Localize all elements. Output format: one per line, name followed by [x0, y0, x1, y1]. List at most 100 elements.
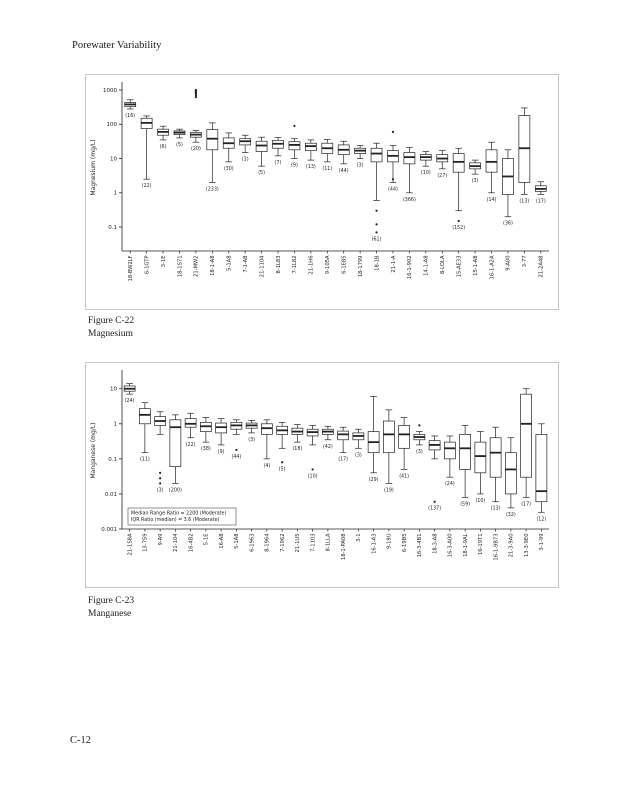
sample-count-label: (11) — [140, 457, 150, 463]
svg-text:0.01: 0.01 — [105, 492, 117, 498]
sample-count-label: (10) — [308, 473, 318, 479]
svg-text:18-1B: 18-1B — [374, 255, 380, 271]
box-plot-item: (59) — [459, 425, 471, 507]
box-plot-item: (17) — [520, 388, 532, 507]
sample-count-label: (42) — [323, 444, 333, 450]
sample-count-label: (24) — [445, 481, 455, 487]
svg-text:1: 1 — [114, 422, 118, 428]
svg-text:10: 10 — [110, 387, 117, 393]
svg-text:1: 1 — [114, 191, 118, 197]
svg-text:IQR Ratio (median) = 3.6 (Mode: IQR Ratio (median) = 3.6 (Moderate) — [131, 517, 220, 523]
sample-count-label: (32) — [506, 512, 516, 518]
page-number: C-12 — [70, 735, 91, 746]
sample-count-label: (41) — [399, 473, 409, 479]
sample-count-label: (13) — [491, 506, 501, 512]
box-plot-item: (3) — [469, 159, 481, 184]
x-axis-ticks: 18-BW2LF 6-1GTP 3-1E 18-1S71 21-MW2 18-1-A8 5-… — [128, 251, 545, 281]
outlier-point — [375, 209, 378, 212]
outlier-point — [235, 448, 238, 452]
svg-text:18-1-9AL: 18-1-9AL — [463, 533, 469, 556]
sample-count-label: (22) — [142, 183, 152, 189]
svg-text:100: 100 — [107, 122, 118, 128]
y-axis-ticks: 0.1 1 10 100 1000 — [103, 88, 122, 231]
sample-count-label: (11) — [322, 166, 332, 172]
sample-count-label: (5) — [279, 466, 286, 472]
box-plot-item: (233) — [206, 122, 219, 192]
svg-text:16-3-A00: 16-3-A00 — [448, 534, 454, 558]
outlier-point — [375, 223, 378, 226]
svg-text:15-AE33: 15-AE33 — [456, 256, 462, 278]
sample-count-label: (3) — [157, 487, 164, 493]
figure-c23-caption-title: Manganese — [88, 609, 132, 619]
box-plot-item: (16) — [124, 99, 137, 119]
svg-text:3-1: 3-1 — [356, 534, 362, 542]
box-plot-item: (3) — [154, 411, 166, 493]
svg-text:9-A00: 9-A00 — [506, 256, 512, 271]
outlier-point — [194, 88, 198, 92]
sample-count-label: (9) — [291, 163, 298, 169]
box-plot-item: (366) — [403, 147, 416, 203]
sample-count-label: (3) — [416, 449, 423, 455]
svg-text:18-BW2LF: 18-BW2LF — [128, 255, 134, 281]
box-plot-item: (22) — [140, 115, 153, 189]
sample-count-label: (200) — [169, 487, 182, 493]
svg-text:16-3-4B1: 16-3-4B1 — [417, 534, 423, 558]
svg-text:7-1962: 7-1962 — [280, 534, 286, 552]
svg-text:21-2A48: 21-2A48 — [539, 256, 545, 278]
sample-count-label: (44) — [339, 168, 349, 174]
sample-count-label: (5) — [258, 170, 265, 176]
svg-text:15-1-A8: 15-1-A8 — [473, 256, 479, 276]
outlier-point — [457, 219, 460, 223]
box-plot-item: (36) — [502, 149, 514, 227]
outlier-point — [293, 124, 296, 127]
sample-count-label: (10) — [475, 498, 485, 504]
box-plot-item: (22) — [184, 412, 197, 448]
box-plot-item: (18) — [291, 424, 304, 452]
svg-text:14-1-A8: 14-1-A8 — [424, 256, 430, 276]
box-plot-item: (27) — [436, 150, 449, 179]
svg-text:21-1H6: 21-1H6 — [309, 256, 315, 275]
svg-text:3-77: 3-77 — [522, 256, 528, 268]
figure-c22-caption: Figure C-22 Magnesium — [88, 315, 134, 341]
box-plot-item: (200) — [169, 414, 182, 493]
box-plot-item: (13) — [518, 107, 531, 204]
box-plot-item: (7) — [272, 137, 284, 166]
sample-count-label: (3) — [242, 157, 249, 163]
svg-text:5-1A8: 5-1A8 — [234, 534, 240, 549]
sample-count-label: (3) — [357, 163, 364, 169]
manganese-boxplot-chart: 0.001 0.01 0.1 1 10 Manganese (mg/L) (24) (11) (… — [90, 370, 549, 561]
sample-count-label: (12) — [536, 516, 546, 522]
svg-text:16-A8: 16-A8 — [219, 534, 225, 549]
svg-text:8-LOLA: 8-LOLA — [440, 255, 446, 274]
sample-count-label: (14) — [487, 197, 497, 203]
outlier-point — [391, 130, 395, 133]
sample-count-label: (13) — [306, 164, 316, 170]
y-axis-label: Manganese (mg/L) — [90, 422, 97, 478]
figure-c22-caption-title: Magnesium — [88, 329, 133, 339]
outlier-point — [433, 500, 436, 503]
box-plot-item: (61) — [370, 142, 383, 242]
svg-text:3-1-99: 3-1-99 — [539, 534, 545, 551]
svg-text:18-1-A8: 18-1-A8 — [210, 256, 216, 276]
box-plot-item: (30) — [222, 132, 235, 172]
sample-count-label: (137) — [428, 506, 441, 512]
box-plot-item: (12) — [535, 423, 548, 522]
sample-count-label: (4) — [263, 463, 270, 469]
figure-c23-frame: 0.001 0.01 0.1 1 10 Manganese (mg/L) (24) (11) (… — [85, 362, 559, 588]
svg-text:21-1104: 21-1104 — [259, 255, 265, 277]
axes — [121, 82, 549, 252]
svg-text:21-3-9A0: 21-3-9A0 — [509, 534, 515, 558]
svg-text:3-1E: 3-1E — [161, 256, 167, 268]
svg-text:0.001: 0.001 — [101, 527, 117, 533]
sample-count-label: (20) — [191, 146, 201, 152]
sample-count-label: (10) — [421, 170, 431, 176]
x-axis-ticks: 21-1S8A 13-7S9 9-A9 21-104 16-4B2 5-1E 16-A8 5-… — [127, 529, 545, 561]
sample-count-label: (27) — [437, 173, 447, 179]
box-plot-item: (137) — [428, 435, 441, 512]
sample-count-label: (38) — [201, 446, 211, 452]
sample-count-label: (7) — [275, 160, 282, 166]
box-plot-item: (10) — [306, 425, 319, 479]
outlier-point — [418, 424, 421, 427]
svg-text:18-1S71: 18-1S71 — [177, 256, 183, 278]
